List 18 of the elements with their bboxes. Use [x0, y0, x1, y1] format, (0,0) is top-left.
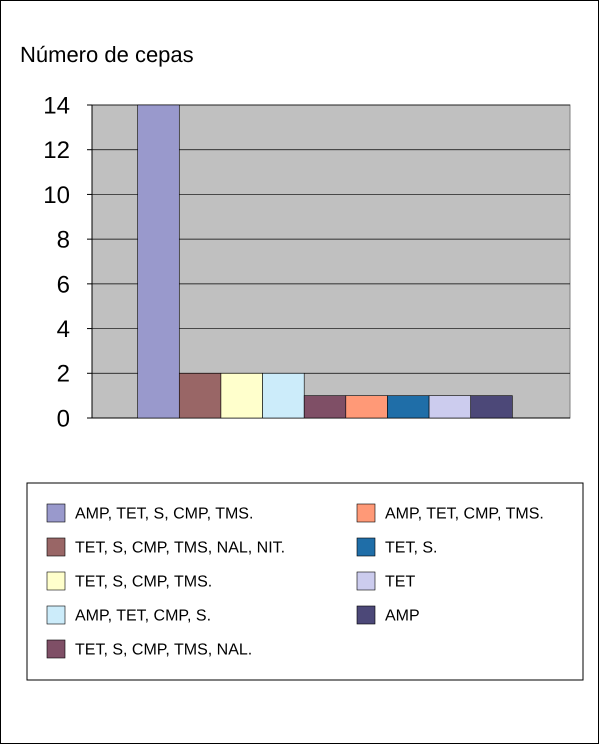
y-tick-label: 14 [43, 92, 70, 120]
y-axis-title: Número de cepas [20, 42, 194, 67]
legend-label: TET, S, CMP, TMS. [75, 574, 212, 591]
y-tick-label: 2 [56, 360, 70, 388]
y-tick-label: 12 [43, 137, 70, 164]
legend-label: TET, S, CMP, TMS, NAL, NIT. [75, 540, 286, 557]
legend-label: AMP, TET, CMP, S. [75, 608, 212, 625]
y-tick-label: 4 [56, 316, 70, 343]
legend-label: TET, S, CMP, TMS, NAL. [75, 642, 252, 659]
legend-label: AMP, TET, S, CMP, TMS. [75, 506, 254, 523]
legend-label: TET, S. [385, 540, 438, 557]
legend-label: TET [385, 574, 416, 591]
legend-label: AMP, TET, CMP, TMS. [385, 506, 544, 523]
y-tick-label: 8 [56, 226, 70, 254]
legend-label: AMP [385, 608, 420, 625]
y-tick-label: 10 [43, 182, 70, 209]
y-tick-label: 0 [56, 405, 70, 432]
y-tick-label: 6 [56, 271, 70, 298]
